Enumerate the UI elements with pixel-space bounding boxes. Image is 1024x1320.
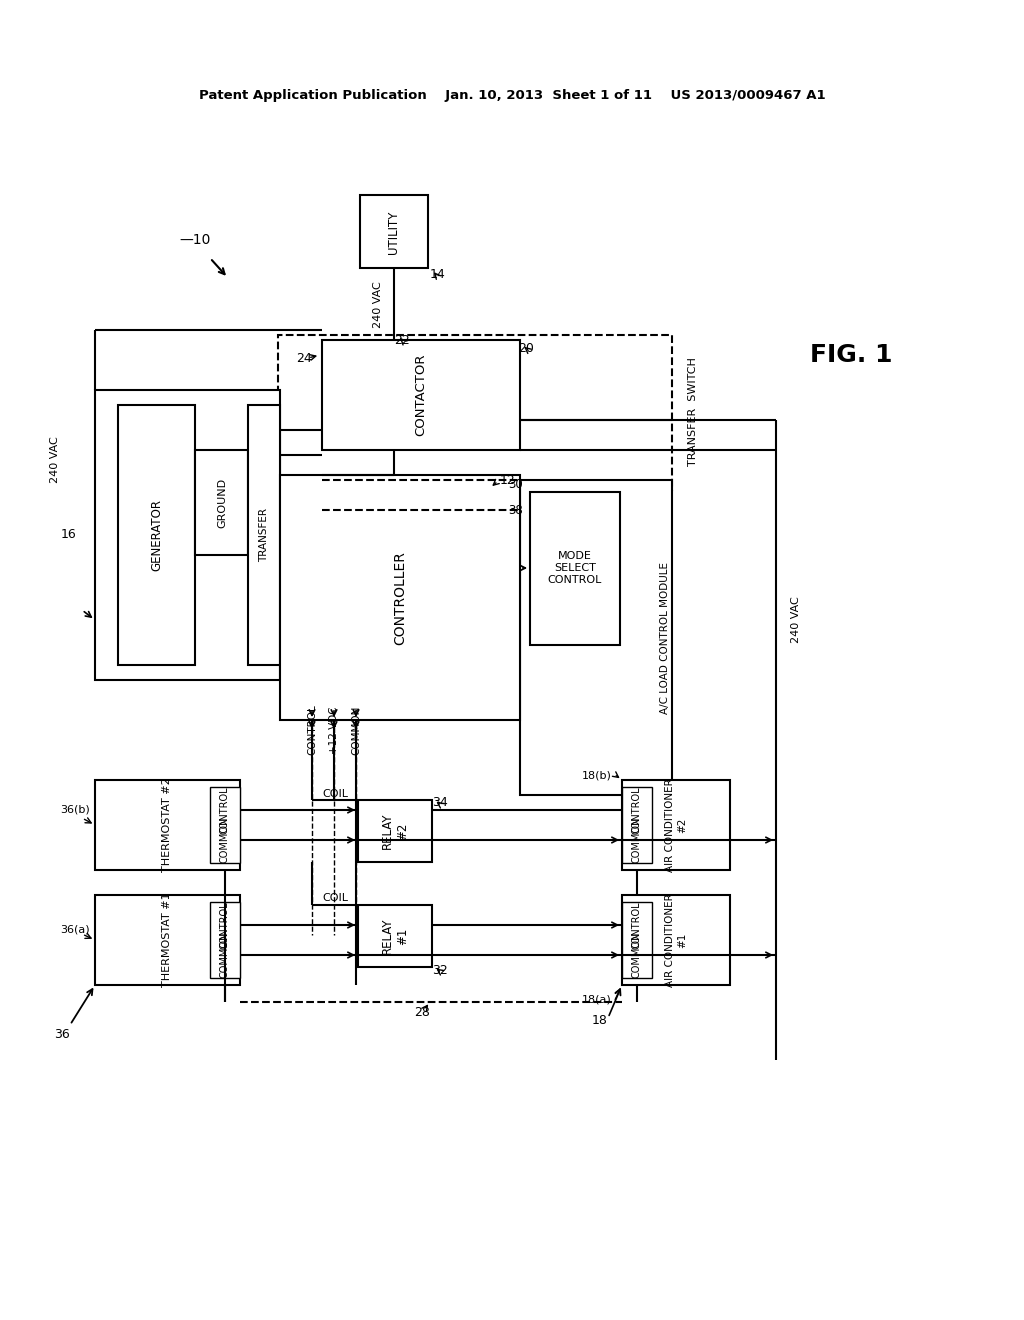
Text: +12 VDC: +12 VDC bbox=[329, 706, 339, 754]
Text: TRANSFER  SWITCH: TRANSFER SWITCH bbox=[688, 358, 698, 466]
Text: COIL: COIL bbox=[322, 894, 348, 903]
Text: AIR CONDITIONER
#2: AIR CONDITIONER #2 bbox=[666, 777, 687, 873]
Text: MODE
SELECT
CONTROL: MODE SELECT CONTROL bbox=[548, 552, 602, 585]
Bar bbox=[520, 480, 672, 795]
Bar bbox=[358, 906, 432, 968]
Text: 16: 16 bbox=[60, 528, 76, 541]
Text: COMMON: COMMON bbox=[220, 817, 230, 863]
Text: GENERATOR: GENERATOR bbox=[151, 499, 164, 572]
Text: Patent Application Publication    Jan. 10, 2013  Sheet 1 of 11    US 2013/000946: Patent Application Publication Jan. 10, … bbox=[199, 88, 825, 102]
Bar bbox=[95, 780, 240, 870]
Text: UTILITY: UTILITY bbox=[387, 210, 400, 253]
Text: 12: 12 bbox=[500, 474, 516, 487]
Bar bbox=[118, 405, 195, 665]
Bar bbox=[278, 335, 672, 490]
Text: FIG. 1: FIG. 1 bbox=[810, 343, 893, 367]
Text: 36: 36 bbox=[54, 1028, 70, 1041]
Bar bbox=[210, 902, 240, 978]
Text: 28: 28 bbox=[414, 1006, 430, 1019]
Bar bbox=[322, 341, 520, 450]
Text: CONTACTOR: CONTACTOR bbox=[415, 354, 427, 436]
Text: CONTROL: CONTROL bbox=[220, 787, 230, 834]
Text: CONTROL: CONTROL bbox=[632, 902, 642, 949]
Text: 22: 22 bbox=[394, 334, 410, 346]
Text: 36(b): 36(b) bbox=[60, 805, 90, 814]
Bar bbox=[95, 895, 240, 985]
Bar bbox=[622, 780, 730, 870]
Text: GROUND: GROUND bbox=[217, 478, 227, 528]
Text: 14: 14 bbox=[430, 268, 445, 281]
Bar bbox=[622, 787, 652, 863]
Text: RELAY
#2: RELAY #2 bbox=[381, 813, 409, 849]
Text: COMMON: COMMON bbox=[220, 932, 230, 978]
Text: 18(a): 18(a) bbox=[583, 995, 612, 1005]
Text: 24: 24 bbox=[296, 351, 312, 364]
Text: A/C LOAD CONTROL MODULE: A/C LOAD CONTROL MODULE bbox=[660, 562, 670, 714]
Bar bbox=[358, 800, 432, 862]
Text: THERMOSTAT #1: THERMOSTAT #1 bbox=[162, 892, 172, 987]
Text: COMMON: COMMON bbox=[351, 705, 361, 755]
Text: CONTROL: CONTROL bbox=[632, 787, 642, 834]
Bar bbox=[248, 405, 280, 665]
Text: 30: 30 bbox=[509, 479, 523, 491]
Bar bbox=[530, 492, 620, 645]
Bar bbox=[95, 389, 280, 680]
Bar bbox=[210, 787, 240, 863]
Text: 240 VAC: 240 VAC bbox=[791, 597, 801, 643]
Text: 34: 34 bbox=[432, 796, 447, 809]
Bar bbox=[622, 902, 652, 978]
Text: —10: —10 bbox=[179, 234, 211, 247]
Text: 18(b): 18(b) bbox=[582, 770, 612, 780]
Text: AIR CONDITIONER
#1: AIR CONDITIONER #1 bbox=[666, 894, 687, 987]
Text: 20: 20 bbox=[518, 342, 534, 355]
Bar bbox=[195, 450, 248, 554]
Text: 240 VAC: 240 VAC bbox=[50, 437, 60, 483]
Text: CONTROL: CONTROL bbox=[307, 705, 317, 755]
Text: RELAY
#1: RELAY #1 bbox=[381, 917, 409, 954]
Text: THERMOSTAT #2: THERMOSTAT #2 bbox=[162, 777, 172, 873]
Text: 32: 32 bbox=[432, 964, 447, 977]
Text: CONTROL: CONTROL bbox=[220, 902, 230, 949]
Text: TRANSFER: TRANSFER bbox=[259, 508, 269, 562]
Text: COMMON: COMMON bbox=[632, 932, 642, 978]
Text: 18: 18 bbox=[592, 1014, 608, 1027]
Text: COIL: COIL bbox=[322, 789, 348, 799]
Text: CONTROLLER: CONTROLLER bbox=[393, 550, 407, 645]
Bar bbox=[622, 895, 730, 985]
Text: 240 VAC: 240 VAC bbox=[373, 281, 383, 329]
Text: COMMON: COMMON bbox=[632, 817, 642, 863]
Bar bbox=[280, 475, 520, 719]
Bar bbox=[360, 195, 428, 268]
Text: 38: 38 bbox=[509, 503, 523, 516]
Text: 36(a): 36(a) bbox=[60, 925, 90, 935]
